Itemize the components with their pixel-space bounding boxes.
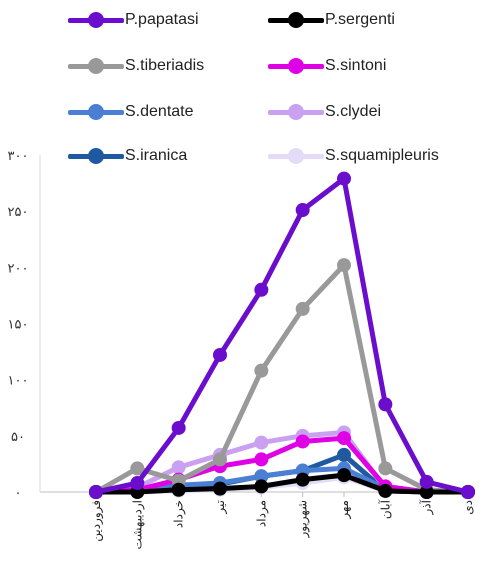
data-point	[295, 301, 310, 316]
legend-swatch	[68, 102, 124, 122]
data-point	[337, 431, 351, 446]
data-point	[89, 485, 103, 499]
series-line	[93, 262, 471, 495]
legend-swatch	[268, 102, 324, 122]
data-point	[337, 171, 351, 186]
x-tick-label: خرداد	[172, 500, 187, 528]
series-line	[93, 176, 471, 495]
legend-swatch	[68, 146, 124, 166]
data-point	[130, 476, 145, 491]
data-point	[130, 461, 145, 476]
y-tick-label: ۳۰۰	[8, 149, 29, 164]
data-point	[461, 485, 475, 499]
y-tick-label: ۱۰۰	[8, 374, 29, 389]
legend-item: S.clydei	[268, 102, 381, 122]
data-point	[254, 452, 269, 467]
legend-item: P.sergenti	[268, 10, 395, 30]
data-point	[254, 282, 269, 297]
y-tick-label: ۲۰۰	[8, 261, 29, 276]
legend-label: P.papatasi	[125, 11, 199, 28]
legend-swatch	[268, 10, 324, 30]
data-point	[378, 397, 393, 412]
data-point	[254, 363, 269, 378]
x-tick-label: شهریور	[296, 500, 311, 539]
legend-label: P.sergenti	[325, 11, 395, 28]
legend-item: S.dentate	[68, 102, 194, 122]
legend-item: S.sintoni	[268, 56, 386, 76]
legend-swatch	[68, 10, 124, 30]
legend-item: S.squamipleuris	[268, 146, 439, 166]
legend-label: S.dentate	[125, 103, 194, 120]
data-point	[337, 258, 351, 273]
x-tick-label: آذر	[419, 499, 435, 515]
data-point	[295, 472, 310, 487]
legend-item: S.tiberiadis	[68, 56, 204, 76]
data-point	[419, 485, 434, 499]
x-tick-label: فروردین	[89, 500, 104, 542]
data-point	[254, 435, 269, 450]
data-point	[171, 460, 186, 475]
data-point	[337, 447, 351, 462]
data-point	[213, 481, 227, 496]
y-tick-label: ۱۵۰	[8, 318, 29, 333]
x-tick-label: آبان	[377, 499, 392, 519]
data-point	[171, 420, 186, 435]
legend-item: P.papatasi	[68, 10, 199, 30]
data-point	[254, 469, 269, 484]
y-tick-label: ۵۰	[11, 430, 25, 445]
x-tick-label: دی	[461, 500, 475, 515]
x-tick-label: مهر	[337, 500, 352, 520]
y-tick-label: ۰	[15, 486, 22, 501]
data-point	[419, 474, 434, 489]
legend-label: S.tiberiadis	[125, 57, 205, 74]
data-point	[171, 482, 186, 497]
legend-label: S.squamipleuris	[325, 147, 439, 164]
data-point	[378, 461, 393, 476]
x-tick-label: اردیبهشت	[130, 500, 145, 549]
x-tick-label: مرداد	[254, 500, 269, 527]
data-point	[213, 452, 227, 467]
y-tick-label: ۲۵۰	[8, 205, 29, 220]
legend-label: S.iranica	[125, 147, 188, 164]
data-point	[337, 468, 351, 483]
legend-label: S.clydei	[325, 103, 382, 120]
legend-swatch	[268, 56, 324, 76]
data-point	[254, 479, 269, 494]
data-point	[213, 347, 227, 362]
data-point	[295, 434, 310, 449]
legend-swatch	[268, 146, 324, 166]
legend-swatch	[68, 56, 124, 76]
x-tick-label: تیر	[213, 500, 228, 515]
series-line	[93, 472, 471, 495]
data-point	[295, 203, 310, 218]
data-point	[378, 483, 393, 498]
legend-label: S.sintoni	[325, 57, 387, 74]
legend-item: S.iranica	[68, 146, 187, 166]
